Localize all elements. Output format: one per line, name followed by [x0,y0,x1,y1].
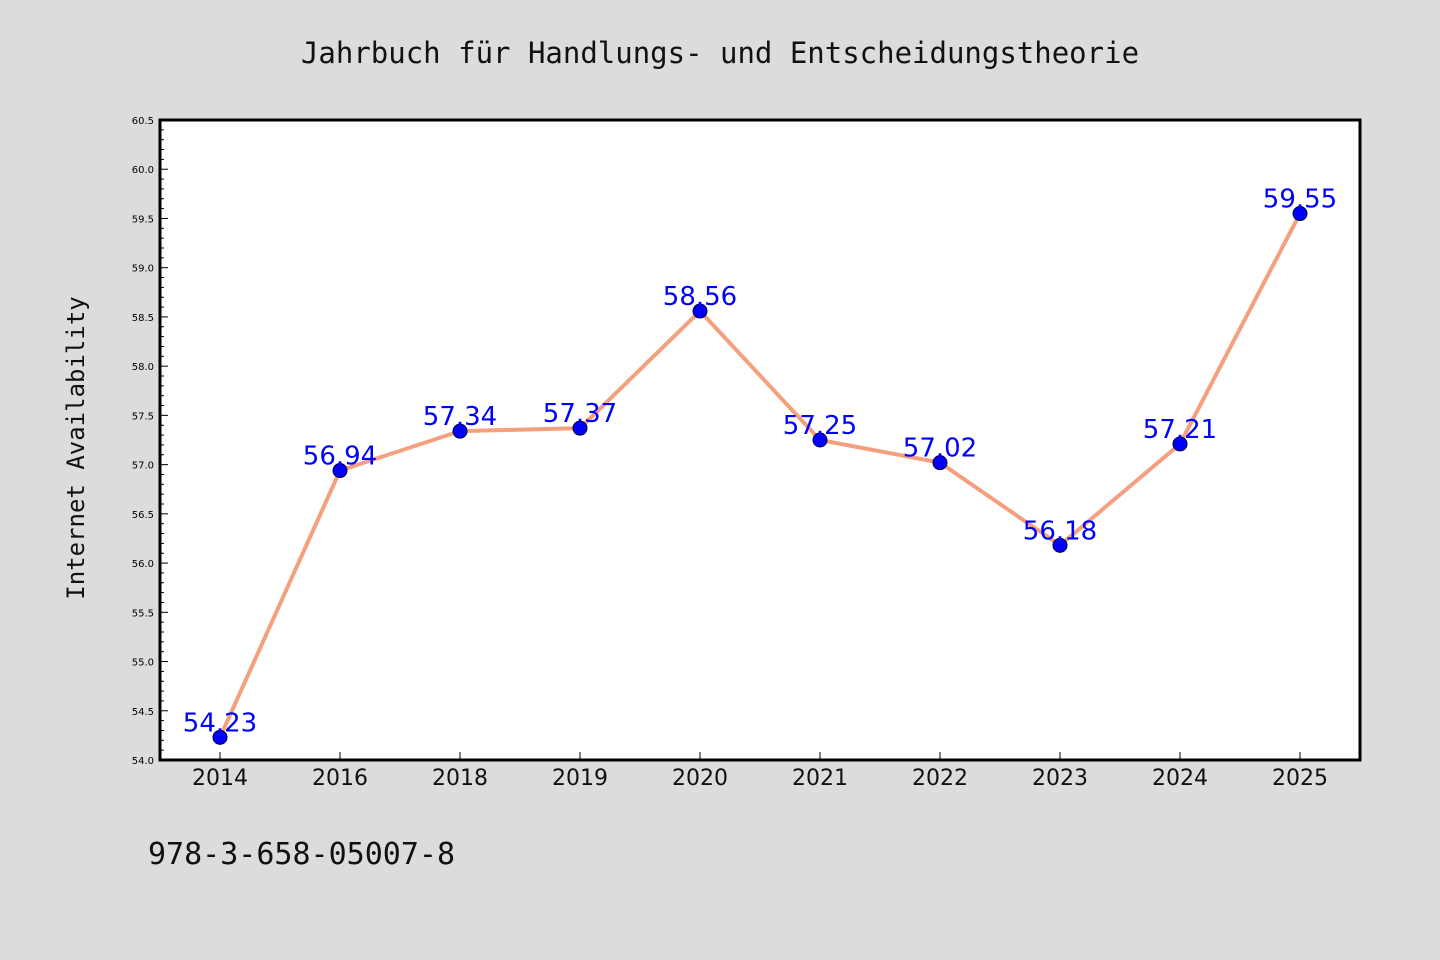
data-point [1292,206,1308,222]
plot-area [158,118,1362,762]
x-tick-label: 2023 [1032,766,1088,791]
data-markers [212,206,1308,745]
data-label: 54.23 [183,708,257,738]
y-tick-label: 58.0 [132,362,154,373]
data-label: 56.94 [303,442,377,472]
data-point [452,423,468,439]
data-point [572,420,588,436]
data-point [1052,537,1068,553]
data-label: 58.56 [663,282,737,312]
data-labels: 54.23 56.94 57.34 57.37 58.56 57.25 57.02 56.18… [183,185,1337,739]
data-point [812,432,828,448]
data-point [332,463,348,479]
data-point [692,303,708,319]
x-tick-label: 2019 [552,766,608,791]
y-tick-label: 56.5 [132,510,154,521]
data-label: 57.34 [423,402,497,432]
data-label: 57.02 [903,434,977,464]
y-tick-label: 59.0 [132,264,154,275]
y-tick-label: 54.5 [132,707,154,718]
y-axis-label: Internet Availability [62,296,90,599]
y-tick-label: 57.0 [132,461,154,472]
y-tick-label: 56.0 [132,559,154,570]
chart-title: Jahrbuch für Handlungs- und Entscheidung… [301,36,1139,70]
x-tick-label: 2022 [912,766,968,791]
isbn-text: 978-3-658-05007-8 [148,837,455,872]
series-line [218,211,1302,740]
y-axis-ticks [160,119,168,761]
data-label: 57.37 [543,399,617,429]
data-point [212,729,228,745]
data-label: 59.55 [1263,185,1337,215]
x-axis-tick-labels: 2014 2016 2018 2019 2020 2021 2022 2023 2024 2025 [192,766,1328,791]
series-line-group [218,211,1302,740]
x-axis-ticks [219,752,1301,760]
data-point [1172,436,1188,452]
y-tick-label: 60.0 [132,165,154,176]
x-tick-label: 2014 [192,766,248,791]
data-point [932,455,948,471]
data-label: 56.18 [1023,516,1097,546]
y-tick-label: 59.5 [132,214,154,225]
x-tick-label: 2016 [312,766,368,791]
y-tick-label: 55.5 [132,608,154,619]
data-label: 57.25 [783,411,857,441]
y-tick-label: 57.5 [132,411,154,422]
y-tick-label: 55.0 [132,658,154,669]
x-tick-label: 2021 [792,766,848,791]
x-tick-label: 2025 [1272,766,1328,791]
y-axis-tick-labels: 54.0 54.5 55.0 55.5 56.0 56.5 57.0 57.5 58.0 58.5… [132,116,154,767]
data-label: 57.21 [1143,415,1217,445]
y-tick-label: 60.5 [132,116,154,127]
x-tick-label: 2020 [672,766,728,791]
y-tick-label: 58.5 [132,313,154,324]
x-tick-label: 2024 [1152,766,1208,791]
x-tick-label: 2018 [432,766,488,791]
y-tick-label: 54.0 [132,756,154,767]
